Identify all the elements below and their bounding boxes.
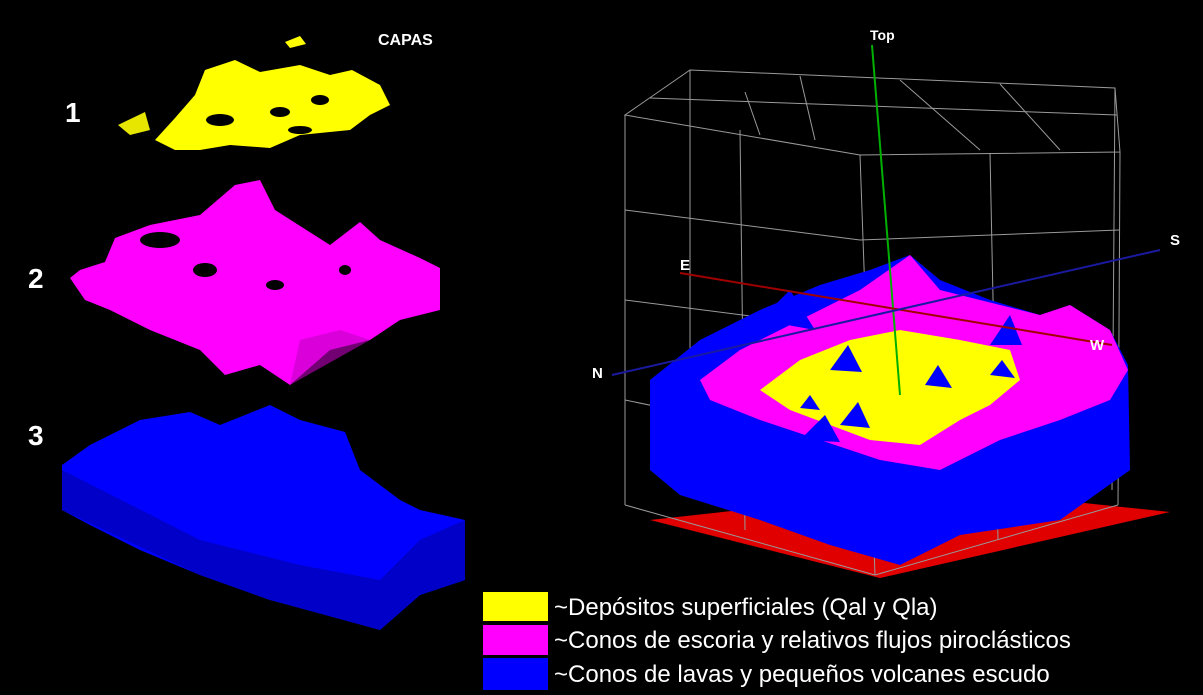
- axis-ns: [611, 249, 1161, 376]
- title: CAPAS: [378, 32, 433, 49]
- axis-label: Top: [870, 27, 895, 43]
- legend-swatch: [483, 625, 548, 655]
- legend-label: ~Conos de escoria y relativos flujos pir…: [554, 627, 1071, 654]
- layer-number: 1: [65, 97, 81, 128]
- legend-swatch: [483, 658, 548, 690]
- axis-label: E: [680, 257, 690, 274]
- layer-number: 3: [28, 420, 44, 451]
- legend-swatch: [483, 592, 548, 621]
- layer-2-surface: [70, 180, 440, 385]
- legend: ~Depósitos superficiales (Qal y Qla) ~Co…: [483, 592, 1071, 690]
- block-model: [611, 44, 1170, 578]
- axis-label: S: [1170, 232, 1180, 249]
- axis-label: N: [592, 365, 603, 382]
- layer-1-surface: [118, 36, 390, 150]
- axis-ew: [679, 272, 1113, 346]
- layer-number: 2: [28, 263, 44, 294]
- cones: [760, 290, 1022, 442]
- legend-label: ~Conos de lavas y pequeños volcanes escu…: [554, 661, 1050, 688]
- axis-top: [871, 44, 901, 396]
- layer-3-surface: [62, 405, 465, 630]
- axis-label: W: [1090, 337, 1105, 354]
- legend-label: ~Depósitos superficiales (Qal y Qla): [554, 594, 937, 621]
